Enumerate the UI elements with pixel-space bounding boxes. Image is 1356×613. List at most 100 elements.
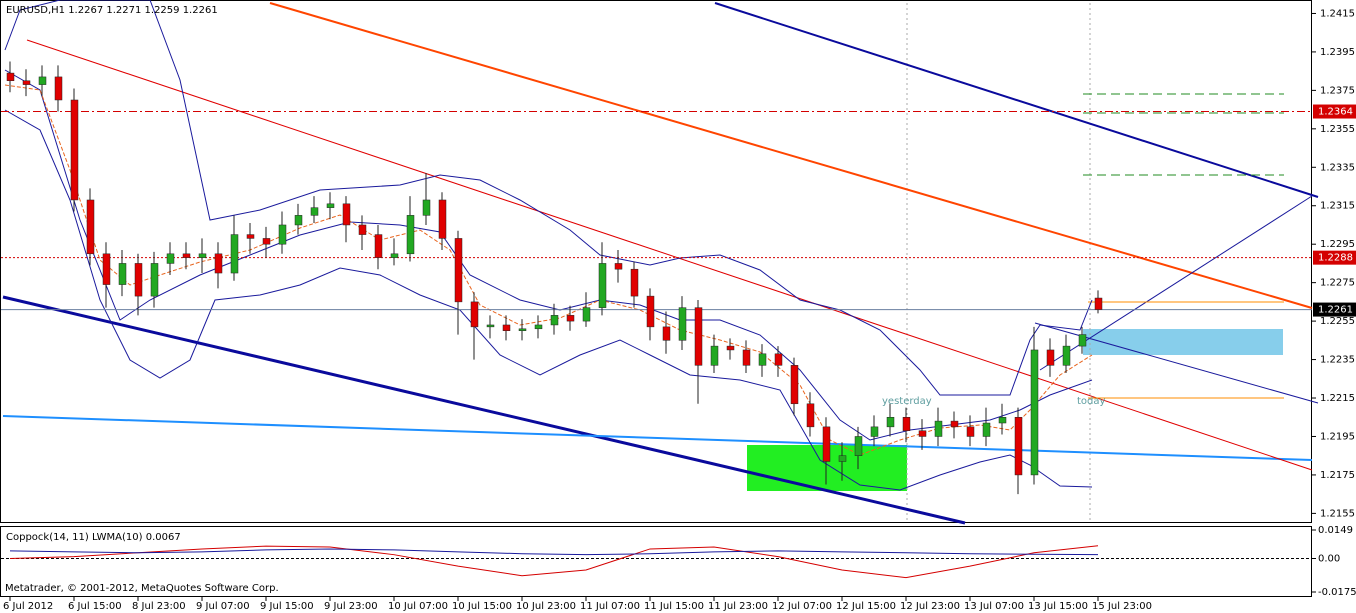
candle-body	[678, 307, 687, 341]
candle-body	[614, 263, 623, 270]
candle-body	[1030, 349, 1039, 476]
y-tick-label: 1.2155	[1320, 508, 1355, 519]
x-tick-label: 11 Jul 15:00	[644, 601, 704, 612]
candle-body	[438, 199, 447, 239]
candle-body	[982, 422, 991, 437]
x-tick-label: 10 Jul 07:00	[388, 601, 448, 612]
candle-body	[806, 403, 815, 428]
indicator-line	[9, 548, 1099, 556]
candle-body	[470, 301, 479, 328]
indicator-panel	[0, 526, 1312, 597]
candle-body	[310, 207, 319, 216]
indicator-title: Coppock(14, 11) LWMA(10) 0.0067	[6, 532, 181, 543]
candle-body	[518, 328, 527, 331]
candle-body	[278, 224, 287, 245]
candle-body	[502, 324, 511, 331]
bollinger-lower	[4, 109, 1093, 491]
candle-body	[38, 76, 47, 85]
candle-body	[726, 345, 735, 351]
candle-body	[326, 203, 335, 208]
candle-body	[694, 307, 703, 366]
y-tick-label: 0.0149	[1318, 525, 1353, 536]
y-tick-label: 1.2255	[1320, 316, 1355, 327]
x-tick-label: 6 Jul 2012	[3, 601, 53, 612]
candle-body	[262, 238, 271, 245]
y-tick-label: 1.2375	[1320, 85, 1355, 96]
price-level-box	[1313, 250, 1356, 265]
x-tick-label: 10 Jul 23:00	[516, 601, 576, 612]
candle-body	[1078, 334, 1087, 347]
y-tick-label: 0.00	[1318, 554, 1340, 565]
candle-body	[1014, 416, 1023, 476]
x-tick-label: 6 Jul 15:00	[68, 601, 122, 612]
candle-body	[406, 215, 415, 255]
candle-body	[550, 315, 559, 326]
candle-body	[838, 455, 847, 462]
candle-body	[166, 253, 175, 264]
candle-body	[918, 430, 927, 437]
candle-body	[662, 326, 671, 341]
candle-body	[102, 253, 111, 285]
candle-body	[710, 345, 719, 366]
y-tick-label: -0.0175	[1318, 587, 1356, 598]
candle-body	[1046, 349, 1055, 366]
x-tick-label: 9 Jul 23:00	[324, 601, 378, 612]
x-tick-label: 15 Jul 23:00	[1092, 601, 1152, 612]
main-panel	[0, 0, 1312, 523]
x-tick-label: 13 Jul 15:00	[1028, 601, 1088, 612]
trend-line	[714, 2, 1319, 198]
candle-body	[390, 253, 399, 258]
y-tick-label: 1.2355	[1320, 124, 1355, 135]
y-tick-label: 1.2315	[1320, 201, 1355, 212]
candle-body	[998, 416, 1007, 424]
footer: Metatrader, © 2001-2012, MetaQuotes Soft…	[5, 583, 279, 594]
candle-body	[454, 238, 463, 303]
annotation: today	[1077, 396, 1106, 407]
y-tick-label: 1.2215	[1320, 393, 1355, 404]
price-level-label: 1.2364	[1318, 107, 1353, 118]
candle-body	[966, 426, 975, 437]
y-tick-label: 1.2175	[1320, 470, 1355, 481]
trend-line	[2, 295, 966, 525]
annotation: yesterday	[882, 396, 932, 407]
bollinger-middle	[4, 69, 1093, 441]
candle-body	[1094, 297, 1103, 310]
candle-body	[22, 80, 31, 85]
candle-body	[950, 420, 959, 428]
candle-body	[358, 224, 367, 235]
y-tick-label: 1.2415	[1320, 8, 1355, 19]
candle-body	[294, 215, 303, 226]
indicator-line	[9, 545, 1099, 579]
x-tick-label: 12 Jul 07:00	[772, 601, 832, 612]
candle-body	[758, 353, 767, 366]
y-tick-label: 1.2275	[1320, 278, 1355, 289]
chart-title: EURUSD,H1 1.2267 1.2271 1.2259 1.2261	[6, 5, 218, 16]
y-tick-label: 1.2335	[1320, 162, 1355, 173]
candle-body	[374, 234, 383, 258]
candle-body	[342, 203, 351, 226]
target-zone	[1083, 329, 1283, 355]
candle-body	[70, 99, 79, 201]
candle-body	[150, 263, 159, 297]
candle-body	[134, 263, 143, 297]
candle-body	[646, 295, 655, 328]
candle-body	[886, 416, 895, 428]
candle-body	[902, 416, 911, 431]
candle-body	[118, 263, 127, 285]
candle-body	[86, 199, 95, 255]
price-level-box	[1313, 104, 1356, 119]
candle-body	[598, 263, 607, 308]
y-tick-label: 1.2295	[1320, 239, 1355, 250]
candle-body	[934, 420, 943, 437]
x-tick-label: 8 Jul 23:00	[132, 601, 186, 612]
candle-body	[774, 353, 783, 366]
x-tick-label: 11 Jul 23:00	[708, 601, 768, 612]
x-tick-label: 13 Jul 07:00	[964, 601, 1024, 612]
candle-body	[422, 199, 431, 216]
candle-body	[854, 436, 863, 456]
y-tick-label: 1.2235	[1320, 355, 1355, 366]
candle-body	[182, 253, 191, 258]
candle-body	[742, 349, 751, 366]
candle-body	[198, 253, 207, 258]
